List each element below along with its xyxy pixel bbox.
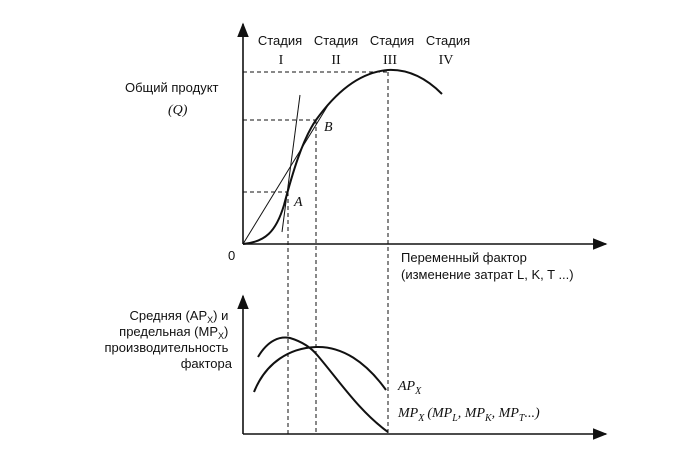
stage-header-1: Стадия	[258, 33, 302, 48]
total-product-curve	[242, 68, 443, 245]
total-product-label: Общий продукт	[125, 80, 219, 95]
total-product-symbol: (Q)	[168, 103, 188, 118]
variable-factor-detail: (изменение затрат L, K, T ...)	[401, 267, 574, 282]
stage-header-4: Стадия	[426, 33, 470, 48]
ray-from-origin	[242, 101, 331, 245]
stage-boundaries	[287, 72, 389, 434]
point-b-label: B	[324, 120, 333, 135]
stage-header-3: Стадия	[370, 33, 414, 48]
stage-numeral-1: I	[279, 53, 284, 68]
tangent-at-a	[281, 94, 301, 233]
average-product-curve	[253, 345, 387, 393]
stage-header-2: Стадия	[314, 33, 358, 48]
stage-numeral-3: III	[383, 53, 397, 68]
origin-label: 0	[228, 248, 235, 263]
avg-marginal-label: Средняя (APX) и предельная (MPX) произво…	[105, 308, 233, 371]
top-guides	[243, 71, 388, 193]
point-a-label: A	[293, 195, 303, 210]
stage-numeral-4: IV	[439, 53, 454, 68]
variable-factor-label: Переменный фактор	[401, 250, 527, 265]
mp-label: MPX (MPL, MPK, MPT...)	[397, 406, 540, 424]
stage-numeral-2: II	[331, 53, 341, 68]
ap-label: APX	[397, 379, 422, 397]
stage-headers: Стадия Стадия Стадия Стадия I II III IV	[258, 33, 470, 68]
marginal-product-curve	[257, 336, 389, 433]
